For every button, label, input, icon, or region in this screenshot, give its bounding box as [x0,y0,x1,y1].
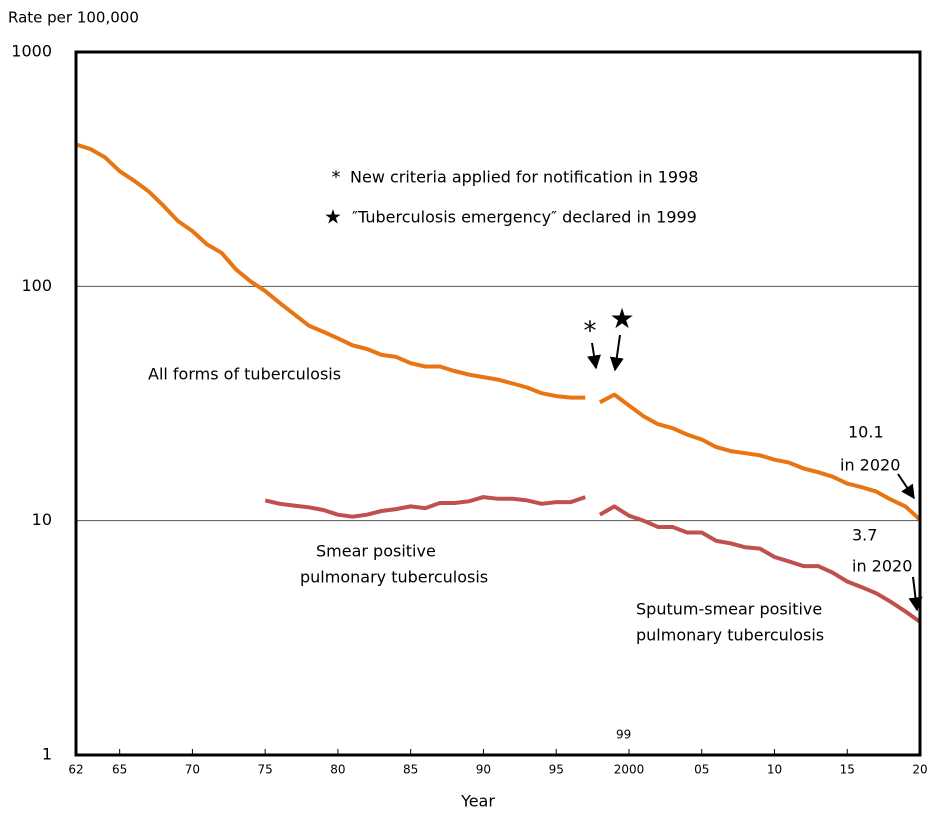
note-symbol: * [332,167,341,188]
marker-symbol: ★ [609,302,634,335]
series-label: All forms of tuberculosis [148,365,341,384]
note-symbol: ★ [324,205,342,229]
x-tick-label: 90 [476,763,491,777]
y-tick-label: 1000 [11,42,52,61]
lines [75,142,922,624]
arrow [587,342,601,370]
note: New criteria applied for notification in… [350,168,698,187]
x-tick-label: 10 [767,763,782,777]
y-axis-label: Rate per 100,000 [8,9,139,27]
marker-symbol: * [584,317,597,347]
labels: 1 10 100 1000 62 65 70 75 80 85 90 95 2000 05 10 15 20 99… [11,42,927,777]
data-line [75,142,586,400]
x-tick-label: 2000 [614,763,645,777]
series-label: pulmonary tuberculosis [636,626,824,645]
x-tick-label: 20 [912,763,927,777]
x-label-note: 99 [616,728,631,742]
data-line [598,504,922,624]
end-value-label: 10.1 [848,423,884,442]
note: ″Tuberculosis emergency″ declared in 199… [352,208,697,227]
series-label: pulmonary tuberculosis [300,568,488,587]
series-label: Sputum-smear positive [636,600,822,619]
x-tick-label: 05 [694,763,709,777]
x-tick-label: 85 [403,763,418,777]
arrow [897,473,915,500]
plot-frame [74,50,922,757]
x-axis-label: Year [460,792,495,811]
x-tick-label: 15 [840,763,855,777]
arrow [609,334,624,372]
data-line [598,392,922,522]
x-tick-label: 80 [330,763,345,777]
data-line [264,495,586,519]
y-tick-label: 100 [21,276,52,295]
x-tick-label: 65 [112,763,127,777]
series-label: Smear positive [316,542,436,561]
grid [75,51,921,756]
x-tick-label: 95 [549,763,564,777]
x-tick-label: 62 [68,763,83,777]
arrow [908,576,923,612]
y-tick-label: 10 [32,510,52,529]
end-value-label: 3.7 [852,526,877,545]
x-tick-label: 70 [185,763,200,777]
x-tick-label: 75 [258,763,273,777]
end-value-label: in 2020 [852,557,912,576]
arrows [587,334,923,612]
y-tick-label: 1 [42,745,52,764]
end-value-label: in 2020 [840,456,900,475]
